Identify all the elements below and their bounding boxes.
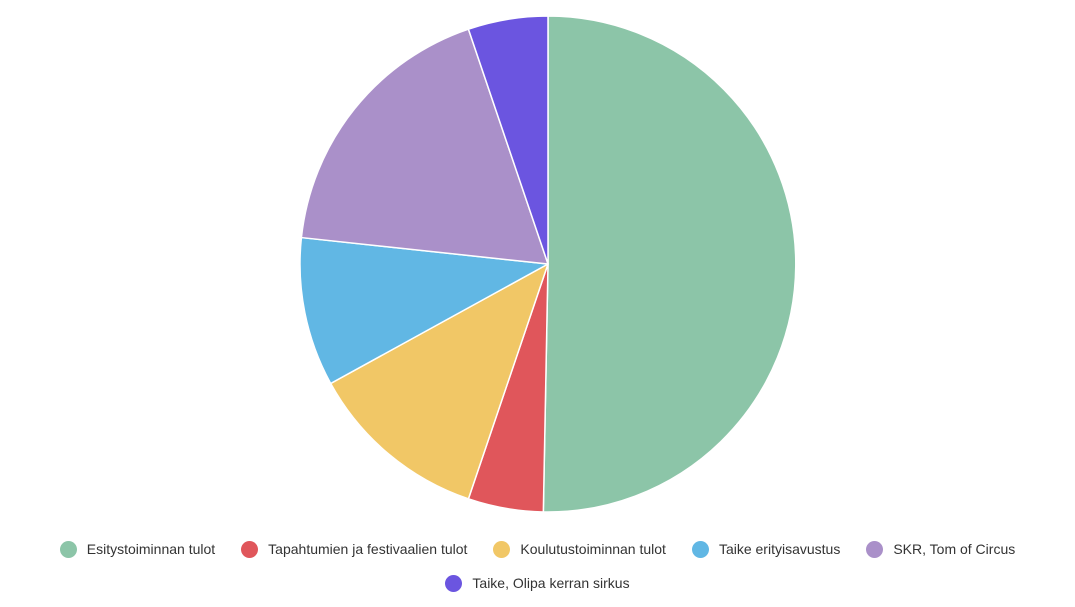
pie-slice-skr-tom-of-circus[interactable] (300, 28, 549, 265)
legend-swatch-icon (866, 540, 884, 558)
legend-item-taike-olipa-kerran-sirkus[interactable]: Taike, Olipa kerran sirkus (445, 574, 630, 592)
legend-swatch-icon (493, 540, 511, 558)
legend-swatch-icon (445, 574, 463, 592)
legend-item-taike-erityisavustus[interactable]: Taike erityisavustus (691, 540, 841, 558)
pie-plot-area (299, 15, 797, 513)
legend-label: Taike erityisavustus (718, 541, 841, 557)
legend-item-skr-tom-of-circus[interactable]: SKR, Tom of Circus (866, 540, 1015, 558)
legend-swatch-icon (241, 540, 259, 558)
pie-slice-esitystoiminnan-tulot[interactable] (542, 15, 797, 513)
legend-label: Taike, Olipa kerran sirkus (472, 575, 630, 591)
legend-item-tapahtumien-ja-festivaalien-tulot[interactable]: Tapahtumien ja festivaalien tulot (241, 540, 467, 558)
legend-label: Esitystoiminnan tulot (86, 541, 216, 557)
legend-swatch-icon (59, 540, 77, 558)
pie-slice-taike-erityisavustus[interactable] (299, 236, 549, 385)
legend-label: SKR, Tom of Circus (893, 541, 1016, 557)
legend-label: Koulutustoiminnan tulot (520, 541, 666, 557)
chart-legend: Esitystoiminnan tulot Tapahtumien ja fes… (0, 540, 1075, 592)
pie-slice-taike-olipa-kerran-sirkus[interactable] (467, 15, 549, 265)
legend-label: Tapahtumien ja festivaalien tulot (268, 541, 468, 557)
legend-item-koulutustoiminnan-tulot[interactable]: Koulutustoiminnan tulot (493, 540, 666, 558)
pie-slice-koulutustoiminnan-tulot[interactable] (329, 263, 549, 500)
legend-swatch-icon (691, 540, 709, 558)
legend-item-esitystoiminnan-tulot[interactable]: Esitystoiminnan tulot (59, 540, 216, 558)
